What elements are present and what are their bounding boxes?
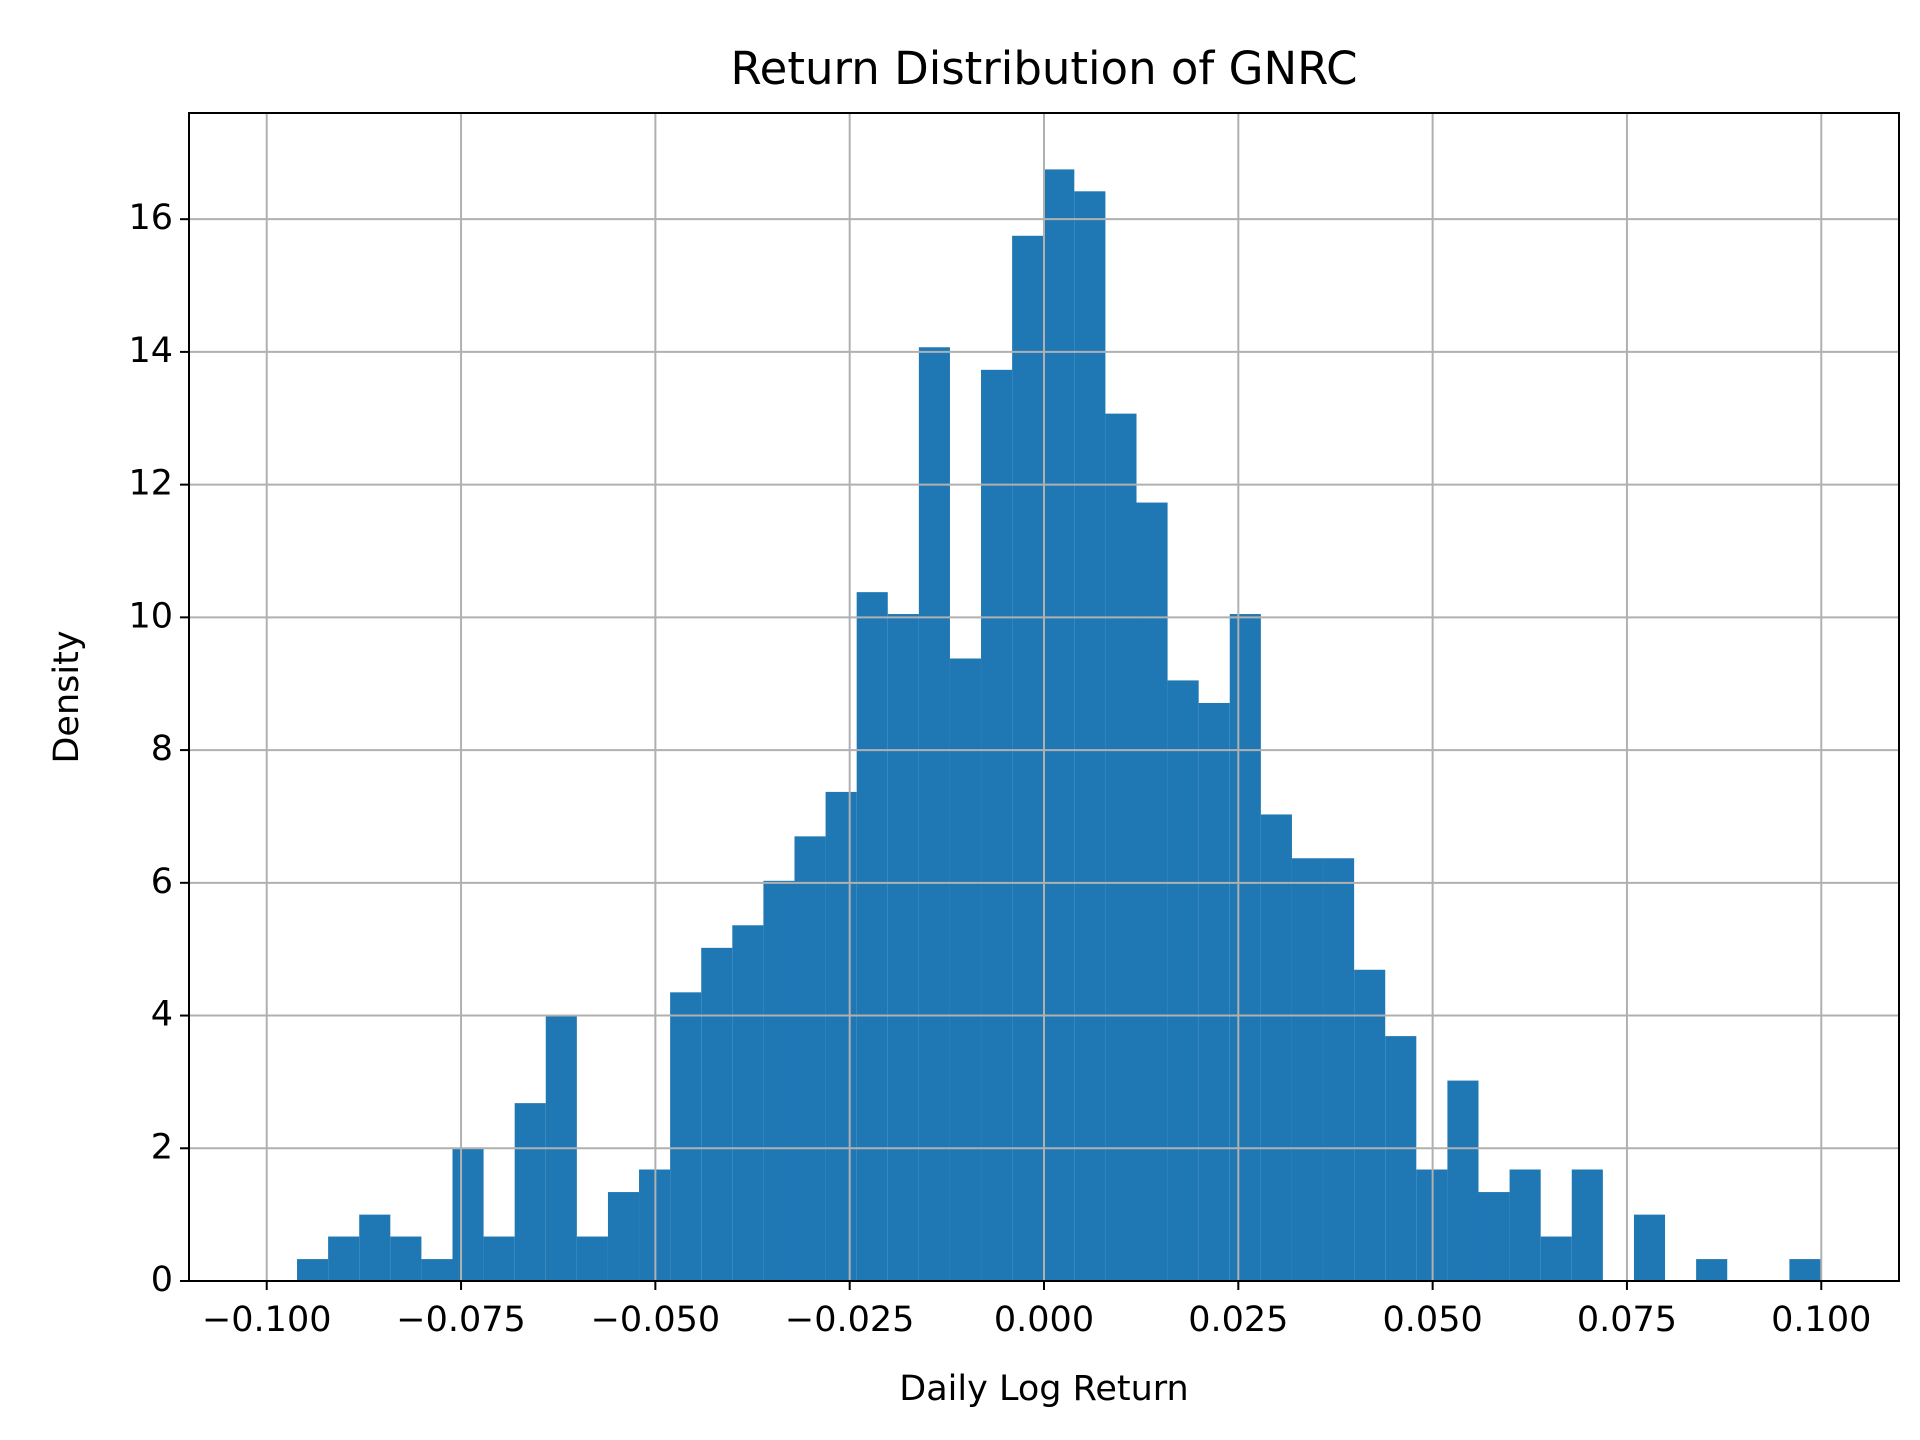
bar bbox=[1229, 614, 1261, 1281]
bar bbox=[1136, 502, 1168, 1281]
bar bbox=[1354, 969, 1386, 1281]
bar bbox=[452, 1148, 484, 1281]
bar bbox=[949, 658, 982, 1281]
bar bbox=[1291, 858, 1324, 1281]
x-tick-label: 0.025 bbox=[1188, 1300, 1288, 1340]
y-tick-label: 6 bbox=[151, 862, 173, 902]
bar bbox=[1260, 814, 1292, 1281]
x-tick-label: 0.075 bbox=[1577, 1300, 1677, 1340]
bar bbox=[1571, 1169, 1603, 1281]
bar bbox=[918, 347, 950, 1281]
bar bbox=[390, 1236, 422, 1281]
x-tick-label: −0.050 bbox=[591, 1300, 721, 1340]
bar bbox=[1323, 858, 1355, 1281]
bar bbox=[701, 947, 733, 1281]
y-axis-label: Density bbox=[47, 630, 87, 763]
bar bbox=[1633, 1214, 1666, 1281]
bar bbox=[607, 1192, 640, 1281]
y-tick-label: 8 bbox=[151, 729, 173, 769]
y-tick-label: 2 bbox=[151, 1127, 173, 1167]
bar bbox=[359, 1214, 391, 1281]
bar bbox=[421, 1259, 453, 1281]
x-tick-label: −0.100 bbox=[202, 1300, 332, 1340]
bar bbox=[1509, 1169, 1541, 1281]
bar bbox=[763, 880, 795, 1281]
bar bbox=[1696, 1259, 1728, 1281]
bar bbox=[981, 369, 1013, 1281]
y-tick-label: 12 bbox=[128, 464, 173, 504]
bar bbox=[1447, 1080, 1479, 1281]
bar bbox=[483, 1236, 515, 1281]
y-tick-label: 16 bbox=[128, 198, 173, 238]
bar bbox=[1540, 1236, 1572, 1281]
bar bbox=[297, 1259, 329, 1281]
y-tick-label: 10 bbox=[128, 596, 173, 636]
bar bbox=[825, 791, 857, 1281]
y-tick-label: 0 bbox=[151, 1260, 173, 1300]
bar bbox=[1789, 1259, 1821, 1281]
bar bbox=[1012, 235, 1044, 1282]
x-axis-label: Daily Log Return bbox=[899, 1369, 1188, 1409]
bar bbox=[1043, 169, 1075, 1282]
bar bbox=[856, 592, 888, 1281]
bar bbox=[1167, 680, 1199, 1281]
bar bbox=[670, 992, 702, 1281]
x-tick-label: −0.025 bbox=[785, 1300, 915, 1340]
bar bbox=[576, 1236, 608, 1281]
y-tick-label: 14 bbox=[128, 331, 173, 371]
bar bbox=[328, 1236, 360, 1281]
x-tick-label: −0.075 bbox=[396, 1300, 526, 1340]
x-tick-label: 0.000 bbox=[994, 1300, 1094, 1340]
bar bbox=[1478, 1192, 1510, 1281]
plot-frame bbox=[188, 112, 1900, 1282]
y-tick-label: 4 bbox=[151, 995, 173, 1035]
bar bbox=[1385, 1036, 1417, 1281]
x-tick-label: 0.100 bbox=[1771, 1300, 1871, 1340]
bar bbox=[1198, 702, 1230, 1281]
chart-title: Return Distribution of GNRC bbox=[730, 42, 1357, 95]
bar bbox=[1105, 413, 1137, 1281]
bar bbox=[794, 836, 826, 1281]
bar bbox=[1074, 191, 1106, 1282]
bar bbox=[514, 1103, 546, 1281]
bar bbox=[732, 925, 764, 1281]
x-tick-label: 0.050 bbox=[1383, 1300, 1483, 1340]
bar bbox=[887, 614, 919, 1281]
